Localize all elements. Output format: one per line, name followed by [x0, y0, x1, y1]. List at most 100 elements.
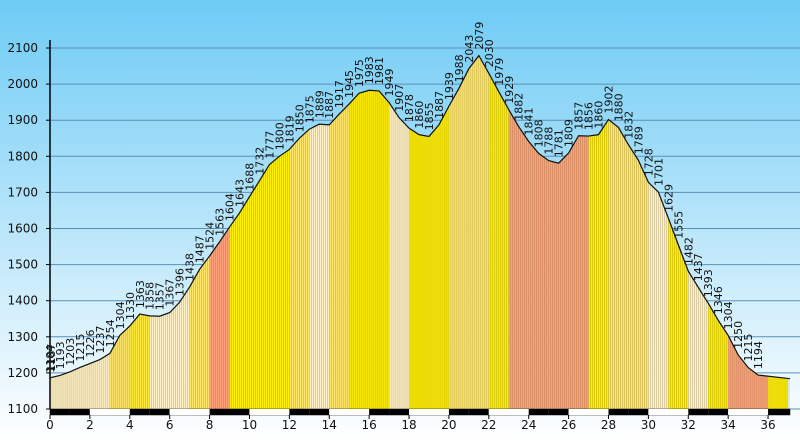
km-bar-segment — [528, 409, 549, 415]
elevation-label: 1841 — [523, 108, 536, 136]
elevation-label: 1819 — [283, 115, 296, 143]
km-bar-segment — [89, 409, 110, 415]
elevation-label: 1857 — [573, 102, 586, 130]
elevation-label: 1438 — [184, 253, 197, 281]
y-tick-label: 1300 — [7, 330, 38, 344]
elevation-label: 1184 — [44, 345, 57, 373]
y-tick-label: 1200 — [7, 366, 38, 380]
elevation-label: 1988 — [453, 54, 466, 82]
km-bar-segment — [50, 409, 70, 415]
elevation-label: 2043 — [463, 35, 476, 63]
km-bar-segment — [548, 409, 569, 415]
elevation-label: 1643 — [234, 179, 247, 207]
elevation-label: 1237 — [94, 326, 107, 354]
elevation-label: 1215 — [74, 334, 87, 362]
elevation-label: 1856 — [583, 102, 596, 130]
x-tick-label: 34 — [721, 418, 736, 432]
elevation-label: 1524 — [204, 222, 217, 250]
elevation-label: 1304 — [114, 301, 127, 329]
elevation-label: 1250 — [732, 321, 745, 349]
y-tick-label: 2000 — [7, 77, 38, 91]
x-tick-label: 30 — [641, 418, 656, 432]
km-bar-segment — [508, 409, 529, 415]
y-tick-label: 1900 — [7, 113, 38, 127]
km-bar-segment — [149, 409, 170, 415]
km-bar-segment — [568, 409, 589, 415]
elevation-label: 1860 — [593, 101, 606, 129]
elevation-label: 1357 — [154, 282, 167, 310]
elevation-label: 1226 — [84, 330, 97, 358]
km-bar-segment — [329, 409, 350, 415]
elevation-label: 1983 — [363, 56, 376, 84]
elevation-label: 1789 — [632, 126, 645, 154]
x-tick-label: 24 — [521, 418, 536, 432]
y-tick-label: 1700 — [7, 185, 38, 199]
x-tick-label: 22 — [481, 418, 496, 432]
elevation-label: 1889 — [313, 90, 326, 118]
elevation-label: 1788 — [543, 127, 556, 155]
elevation-label: 1975 — [353, 59, 366, 87]
elevation-label: 1604 — [224, 193, 237, 221]
elevation-label: 2030 — [483, 39, 496, 67]
elevation-label: 1254 — [104, 319, 117, 347]
km-bar-segment — [229, 409, 250, 415]
km-bar-segment — [768, 409, 789, 415]
x-tick-label: 36 — [760, 418, 775, 432]
elevation-label: 1860 — [413, 101, 426, 129]
elevation-label: 1563 — [214, 208, 227, 236]
km-bar-segment — [409, 409, 429, 415]
elevation-label: 1346 — [712, 286, 725, 314]
y-tick-label: 1500 — [7, 258, 38, 272]
x-tick-label: 32 — [681, 418, 696, 432]
x-tick-label: 18 — [401, 418, 416, 432]
km-bar-segment — [488, 409, 509, 415]
elevation-label: 1629 — [662, 184, 675, 212]
elevation-label: 1855 — [423, 102, 436, 130]
km-bar-segment — [309, 409, 330, 415]
x-tick-label: 8 — [206, 418, 214, 432]
x-tick-label: 14 — [322, 418, 337, 432]
elevation-label: 1187 — [45, 344, 58, 372]
elevation-label: 1808 — [533, 119, 546, 147]
elevation-label: 1215 — [742, 334, 755, 362]
x-tick-label: 2 — [86, 418, 94, 432]
km-bar-segment — [608, 409, 629, 415]
elevation-label: 1363 — [134, 280, 147, 308]
x-tick-label: 16 — [361, 418, 376, 432]
elevation-label: 1701 — [652, 158, 665, 186]
x-tick-label: 20 — [441, 418, 456, 432]
elevation-label: 1330 — [124, 292, 137, 320]
elevation-label: 1777 — [263, 131, 276, 159]
km-bar-segment — [468, 409, 489, 415]
elevation-label: 1393 — [702, 269, 715, 297]
profile-outline — [49, 54, 791, 380]
y-axis: 1100 1200 1300 1400 1500 1600 1700 1800 1900 2000… — [7, 40, 51, 416]
elevation-label: 1917 — [333, 80, 346, 108]
elevation-label: 1781 — [553, 129, 566, 157]
km-bar-segment — [349, 409, 370, 415]
km-bar-segment — [728, 409, 749, 415]
km-bar-segment — [369, 409, 390, 415]
kilometer-bar — [49, 408, 791, 416]
x-axis: 0 2 4 6 8 10 12 14 16 18 20 22 24 26 28 30 32 34 36 — [46, 415, 776, 432]
elevation-label: 1875 — [303, 95, 316, 123]
x-tick-label: 4 — [126, 418, 134, 432]
elevation-label: 1832 — [622, 111, 635, 139]
km-bar-segment — [428, 409, 449, 415]
elevation-label: 1304 — [722, 301, 735, 329]
elevation-label: 1482 — [682, 237, 695, 265]
elevation-label: 1945 — [343, 70, 356, 98]
km-bar-segment — [688, 409, 709, 415]
km-bar-segment — [169, 409, 190, 415]
elevation-label: 1800 — [273, 122, 286, 150]
x-tick-label: 12 — [282, 418, 297, 432]
elevation-label: 1939 — [443, 72, 456, 100]
elevation-label: 1882 — [513, 93, 526, 121]
km-bar-segment — [708, 409, 729, 415]
elevation-label: 1850 — [293, 104, 306, 132]
km-bar-segment — [249, 409, 270, 415]
y-tick-label: 1600 — [7, 222, 38, 236]
x-tick-label: 0 — [46, 418, 54, 432]
elevation-label: 1880 — [613, 93, 626, 121]
